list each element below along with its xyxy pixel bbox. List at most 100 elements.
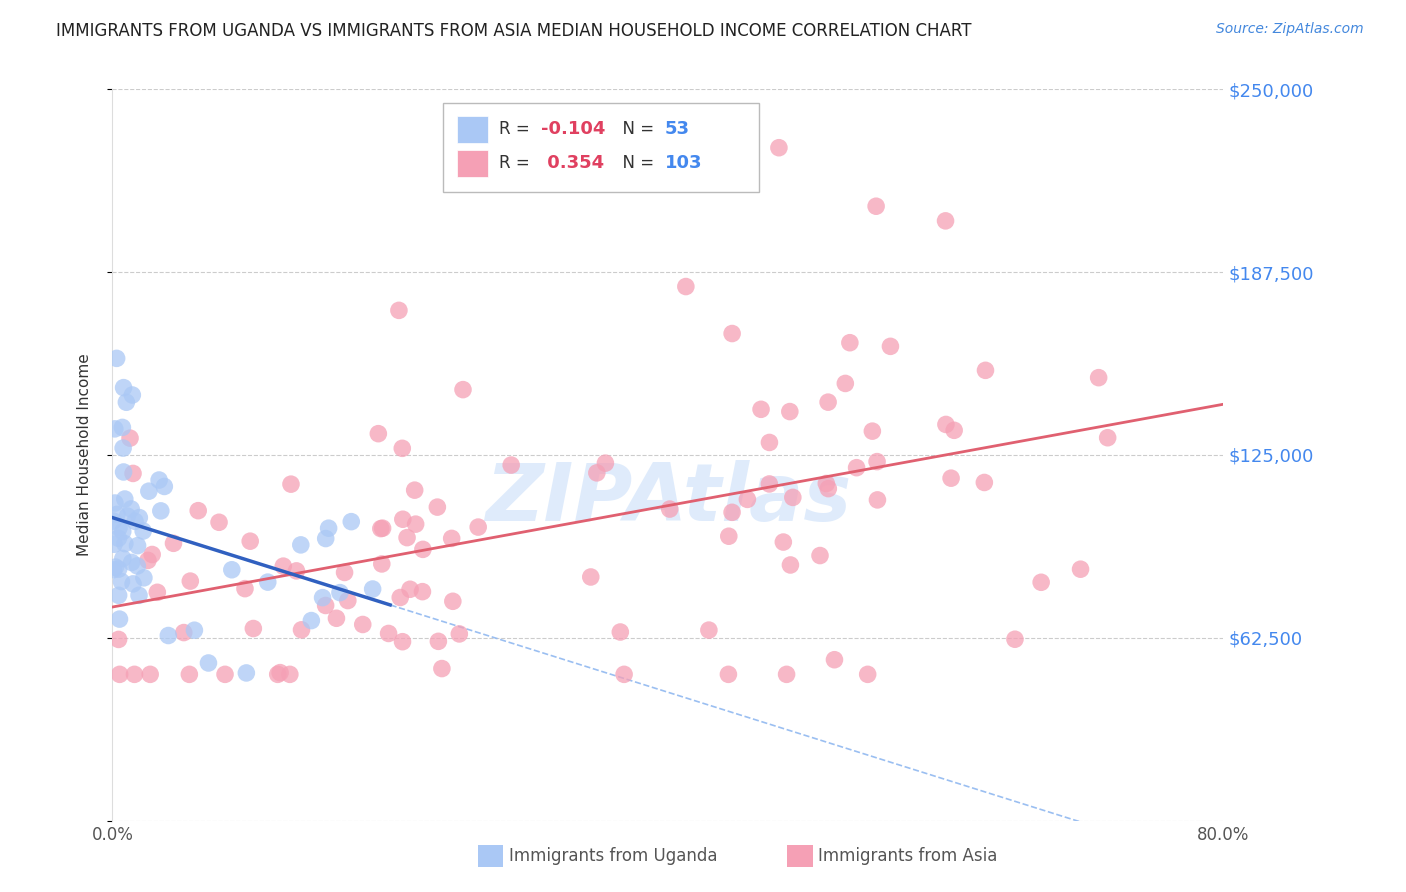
Point <box>405 517 427 532</box>
Point <box>352 617 374 632</box>
Point <box>115 395 138 409</box>
Point <box>269 665 291 680</box>
Point <box>127 558 149 573</box>
Point <box>367 426 389 441</box>
Point <box>391 634 413 648</box>
Point <box>325 611 347 625</box>
Point <box>817 482 839 496</box>
Point <box>315 532 337 546</box>
Point <box>721 326 744 341</box>
Text: Immigrants from Uganda: Immigrants from Uganda <box>509 847 717 865</box>
Point <box>427 634 450 648</box>
Point <box>111 420 134 434</box>
Point <box>107 588 129 602</box>
Point <box>197 656 219 670</box>
Point <box>336 593 359 607</box>
Point <box>758 435 780 450</box>
Point <box>441 594 464 608</box>
Point <box>675 279 697 293</box>
Point <box>120 502 142 516</box>
Point <box>974 363 997 377</box>
Point <box>124 667 146 681</box>
Point <box>107 562 129 576</box>
Text: R =: R = <box>499 154 536 172</box>
Point <box>412 542 434 557</box>
Point <box>267 667 290 681</box>
Text: N =: N = <box>612 120 659 138</box>
Point <box>449 627 471 641</box>
Text: Source: ZipAtlas.com: Source: ZipAtlas.com <box>1216 22 1364 37</box>
Point <box>105 351 128 366</box>
Point <box>404 483 426 498</box>
Point <box>112 441 135 455</box>
Point <box>329 585 352 599</box>
Text: Immigrants from Asia: Immigrants from Asia <box>818 847 998 865</box>
Point <box>392 512 415 526</box>
Text: 53: 53 <box>665 120 690 138</box>
Point <box>132 524 155 538</box>
Point <box>315 599 337 613</box>
Point <box>157 628 180 642</box>
Point <box>333 566 356 580</box>
Point <box>772 535 794 549</box>
Point <box>879 339 901 353</box>
Point <box>411 584 433 599</box>
Point <box>103 537 125 551</box>
Point <box>108 521 131 535</box>
Point <box>585 466 607 480</box>
Point <box>768 141 790 155</box>
Point <box>290 623 312 637</box>
Point <box>146 585 169 599</box>
Point <box>391 442 413 456</box>
Text: ZIPAtlas: ZIPAtlas <box>485 459 851 538</box>
Point <box>110 574 132 589</box>
Point <box>148 473 170 487</box>
Point <box>299 614 322 628</box>
Point <box>467 520 489 534</box>
Point <box>440 532 463 546</box>
Text: N =: N = <box>612 154 659 172</box>
Point <box>138 484 160 499</box>
Text: 103: 103 <box>665 154 703 172</box>
Point <box>271 559 294 574</box>
Point <box>311 591 333 605</box>
Point <box>214 667 236 681</box>
Point <box>749 402 772 417</box>
Point <box>1087 370 1109 384</box>
Point <box>104 496 127 510</box>
Point <box>579 570 602 584</box>
Point <box>426 500 449 515</box>
Point <box>122 467 145 481</box>
Point <box>128 510 150 524</box>
Point <box>758 477 780 491</box>
Point <box>280 477 302 491</box>
Text: IMMIGRANTS FROM UGANDA VS IMMIGRANTS FROM ASIA MEDIAN HOUSEHOLD INCOME CORRELATI: IMMIGRANTS FROM UGANDA VS IMMIGRANTS FRO… <box>56 22 972 40</box>
Point <box>107 531 129 545</box>
Point <box>865 199 887 213</box>
Point <box>111 524 134 539</box>
Point <box>105 508 128 522</box>
Point <box>101 514 124 528</box>
Point <box>779 558 801 572</box>
Point <box>815 476 838 491</box>
Point <box>860 424 883 438</box>
Point <box>112 465 135 479</box>
Point <box>103 563 125 577</box>
Point <box>430 662 453 676</box>
Point <box>235 665 257 680</box>
Point <box>866 492 889 507</box>
Point <box>717 529 740 543</box>
Point <box>107 632 129 647</box>
Point <box>817 395 839 409</box>
Point <box>717 667 740 681</box>
Point <box>1070 562 1092 576</box>
Point <box>697 623 720 637</box>
Point <box>104 422 127 436</box>
Point <box>501 458 523 472</box>
Point <box>396 531 419 545</box>
Point <box>187 503 209 517</box>
Point <box>162 536 184 550</box>
Point <box>108 612 131 626</box>
Point <box>361 582 384 596</box>
Point <box>389 591 412 605</box>
